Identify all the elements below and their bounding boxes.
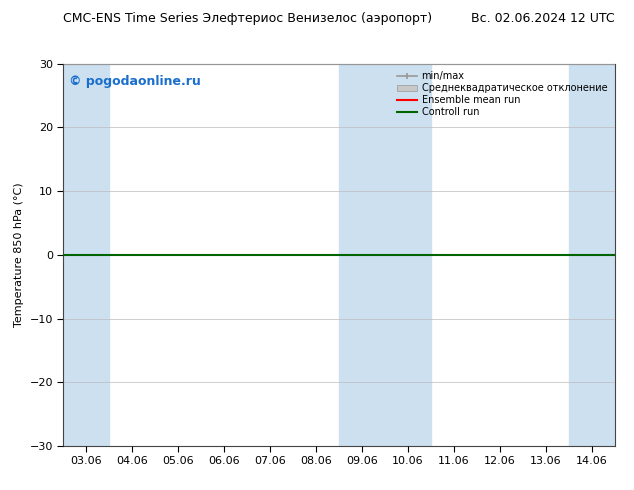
Text: Вс. 02.06.2024 12 UTC: Вс. 02.06.2024 12 UTC xyxy=(471,12,615,25)
Text: © pogodaonline.ru: © pogodaonline.ru xyxy=(69,75,201,88)
Y-axis label: Temperature 850 hPa (°C): Temperature 850 hPa (°C) xyxy=(14,182,24,327)
Bar xyxy=(63,64,110,446)
Bar xyxy=(569,64,615,446)
Bar xyxy=(339,64,431,446)
Legend: min/max, Среднеквадратическое отклонение, Ensemble mean run, Controll run: min/max, Среднеквадратическое отклонение… xyxy=(394,69,610,120)
Text: CMC-ENS Time Series Элефтериос Венизелос (аэропорт): CMC-ENS Time Series Элефтериос Венизелос… xyxy=(63,12,432,25)
